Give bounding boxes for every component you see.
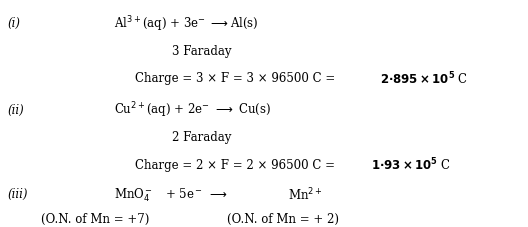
Text: $\mathbf{1{\cdot}93 \times 10^5}$ C: $\mathbf{1{\cdot}93 \times 10^5}$ C (371, 156, 450, 173)
Text: 2 Faraday: 2 Faraday (172, 131, 231, 144)
Text: (i): (i) (8, 17, 21, 30)
Text: (ii): (ii) (8, 104, 25, 117)
Text: Charge = 2 × F = 2 × 96500 C =: Charge = 2 × F = 2 × 96500 C = (135, 158, 338, 171)
Text: Mn$^{2+}$: Mn$^{2+}$ (288, 186, 322, 202)
Text: MnO$_4^-$   + 5e$^-$ $\longrightarrow$: MnO$_4^-$ + 5e$^-$ $\longrightarrow$ (114, 185, 228, 203)
Text: Cu$^{2+}$(aq) + 2e$^{-}$ $\longrightarrow$ Cu(s): Cu$^{2+}$(aq) + 2e$^{-}$ $\longrightarro… (114, 100, 270, 120)
Text: Charge = 3 × F = 3 × 96500 C =: Charge = 3 × F = 3 × 96500 C = (135, 72, 338, 85)
Text: $\mathbf{2{\cdot}895 \times 10^5}$ C: $\mathbf{2{\cdot}895 \times 10^5}$ C (380, 70, 468, 86)
Text: 3 Faraday: 3 Faraday (172, 44, 231, 58)
Text: Al$^{3+}$(aq) + 3e$^{-}$ $\longrightarrow$Al(s): Al$^{3+}$(aq) + 3e$^{-}$ $\longrightarro… (114, 14, 258, 34)
Text: (O.N. of Mn = + 2): (O.N. of Mn = + 2) (227, 212, 339, 225)
Text: (iii): (iii) (8, 188, 29, 201)
Text: (O.N. of Mn = +7): (O.N. of Mn = +7) (41, 212, 149, 225)
